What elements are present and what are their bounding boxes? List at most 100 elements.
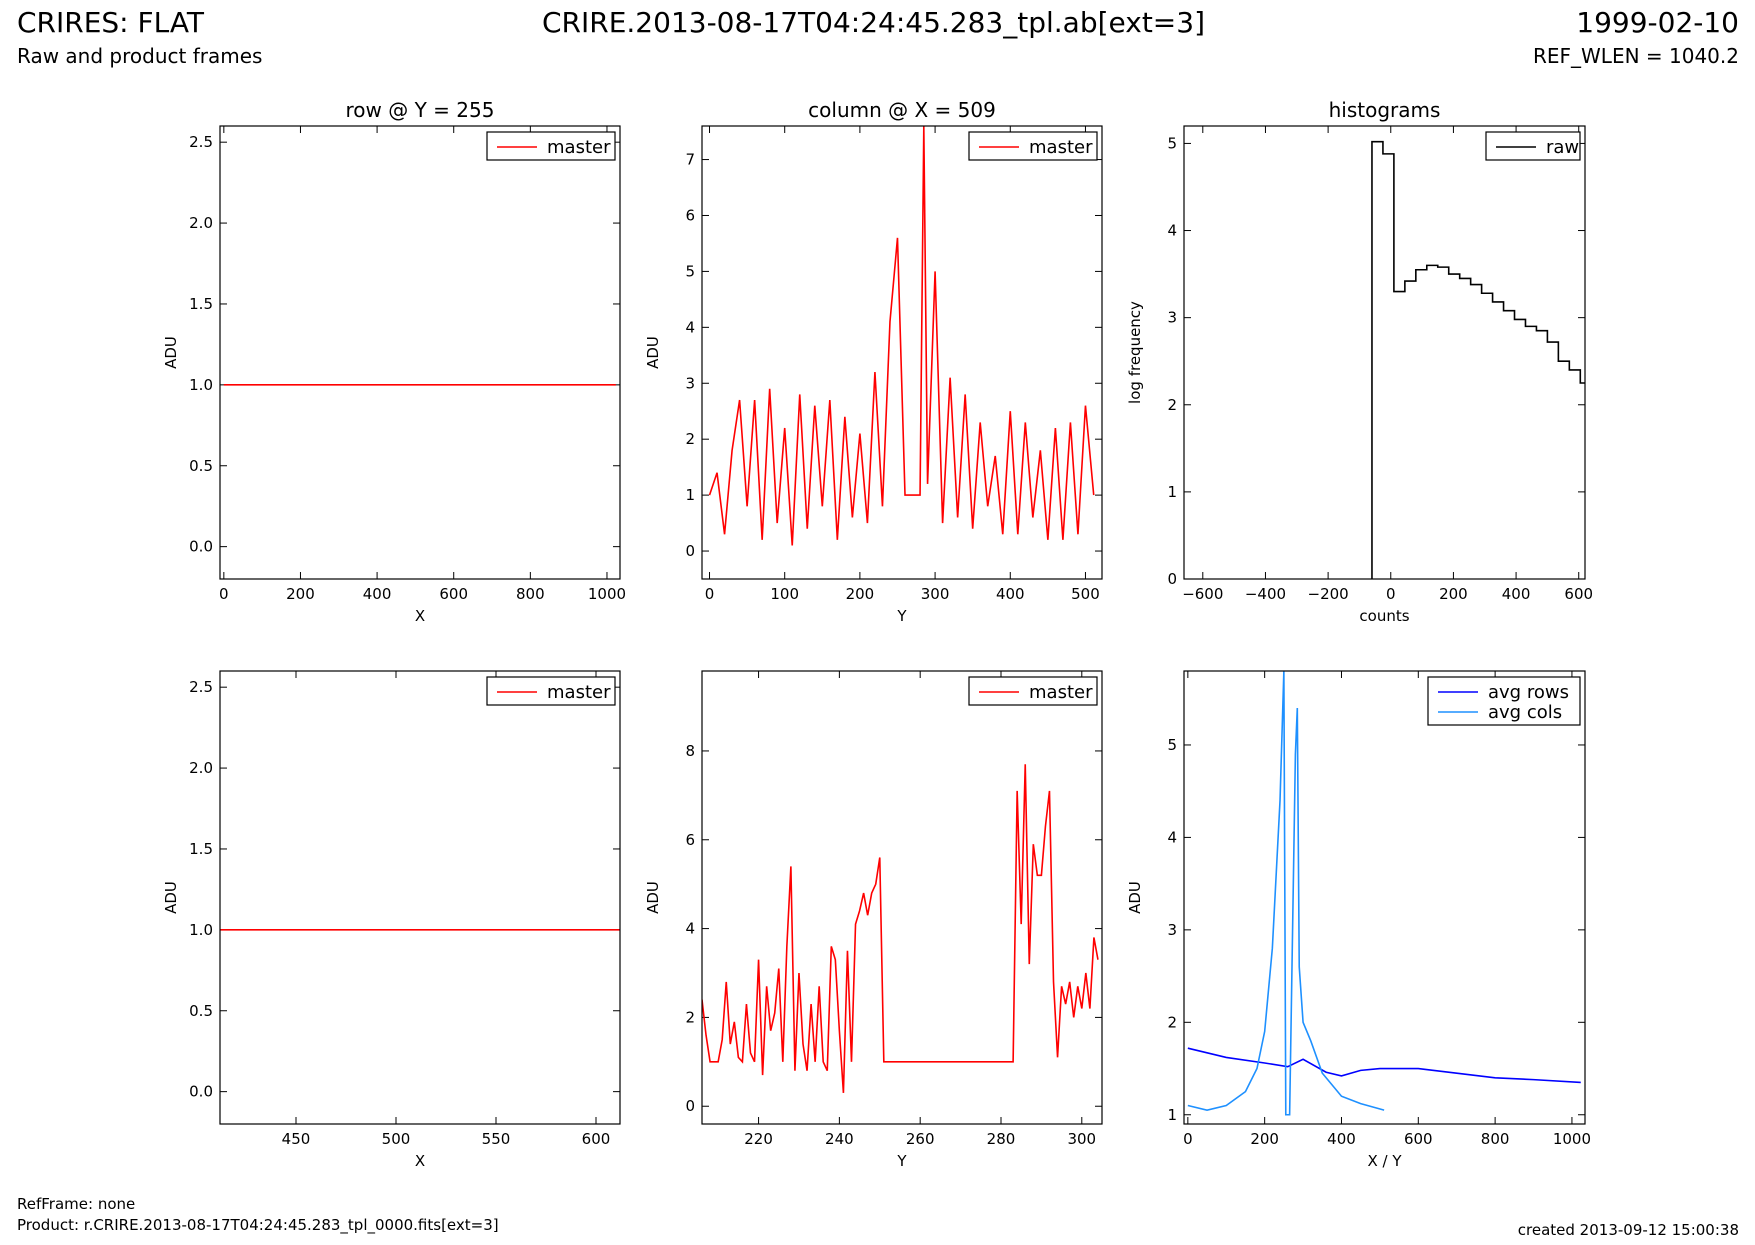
y-axis-label: ADU — [162, 881, 180, 914]
y-tick-label: 4 — [685, 920, 695, 938]
y-tick-label: 2.5 — [189, 133, 213, 151]
legend-box — [1427, 676, 1581, 726]
x-tick-label: 0 — [1386, 585, 1396, 603]
x-tick-label: −600 — [1182, 585, 1223, 603]
date-title: 1999-02-10 — [1576, 6, 1739, 39]
x-tick-label: 1000 — [588, 585, 626, 603]
y-tick-label: 1.5 — [189, 295, 213, 313]
chart-title: column @ X = 509 — [808, 98, 996, 122]
x-tick-label: 0 — [705, 585, 715, 603]
x-tick-label: 200 — [1439, 585, 1468, 603]
x-tick-label: 1000 — [1553, 1130, 1591, 1148]
ref-wlen: REF_WLEN = 1040.2 — [1532, 44, 1739, 68]
y-tick-label: 0 — [685, 542, 695, 560]
x-tick-label: 200 — [1250, 1130, 1279, 1148]
plot-frame — [1183, 125, 1586, 580]
x-tick-label: 600 — [439, 585, 468, 603]
x-tick-label: 500 — [1071, 585, 1100, 603]
x-tick-label: 280 — [987, 1130, 1016, 1148]
x-tick-label: 400 — [363, 585, 392, 603]
x-tick-label: 600 — [1564, 585, 1593, 603]
x-axis-label: Y — [896, 1152, 907, 1170]
chart-panel-6: 0 200 400 600 800 1000 1 2 3 4 5 X / Y ADU avg rowsav… — [1126, 670, 1591, 1170]
y-tick-label: 4 — [685, 318, 695, 336]
x-tick-label: 0 — [219, 585, 229, 603]
y-tick-label: 2.5 — [189, 678, 213, 696]
x-tick-label: 800 — [1481, 1130, 1510, 1148]
legend-box — [1485, 131, 1581, 161]
y-tick-label: 3 — [1167, 921, 1177, 939]
page-title: CRIRES: FLAT — [17, 6, 204, 39]
x-tick-label: 400 — [996, 585, 1025, 603]
page-subtitle: Raw and product frames — [17, 44, 263, 68]
x-tick-label: 300 — [921, 585, 950, 603]
x-tick-label: 550 — [482, 1130, 511, 1148]
y-tick-label: 7 — [685, 151, 695, 169]
series-line-master — [708, 126, 1095, 546]
x-tick-label: 600 — [582, 1130, 611, 1148]
y-tick-label: 2.0 — [189, 759, 213, 777]
y-tick-label: 4 — [1167, 828, 1177, 846]
plot-frame — [219, 670, 621, 1125]
x-axis-label: X — [415, 607, 425, 625]
series-line-avg-cols — [1187, 671, 1385, 1116]
legend-label: raw — [1546, 137, 1579, 158]
created-label: created 2013-09-12 15:00:38 — [1517, 1221, 1739, 1239]
y-tick-label: 1.0 — [189, 921, 213, 939]
x-tick-label: 300 — [1067, 1130, 1096, 1148]
x-tick-label: −200 — [1308, 585, 1349, 603]
x-axis-label: counts — [1359, 607, 1409, 625]
plot-frame — [1183, 670, 1586, 1125]
y-tick-label: 0.5 — [189, 457, 213, 475]
y-axis-label: log frequency — [1126, 301, 1144, 404]
x-tick-label: 450 — [282, 1130, 311, 1148]
y-tick-label: 0.0 — [189, 1083, 213, 1101]
y-axis-label: ADU — [644, 336, 662, 369]
chart-panel-3: −600 −400 −200 0 200 400 600 0 1 2 3 4 5 histograms co… — [1126, 98, 1593, 625]
x-axis-label: X / Y — [1367, 1152, 1402, 1170]
y-tick-label: 2 — [1167, 1013, 1177, 1031]
x-tick-label: −400 — [1245, 585, 1286, 603]
y-tick-label: 0 — [685, 1097, 695, 1115]
y-tick-label: 3 — [1167, 309, 1177, 327]
x-tick-label: 500 — [382, 1130, 411, 1148]
y-tick-label: 1 — [1167, 483, 1177, 501]
y-tick-label: 2 — [685, 430, 695, 448]
series-line-raw — [1371, 140, 1585, 579]
file-title: CRIRE.2013-08-17T04:24:45.283_tpl.ab[ext… — [542, 6, 1206, 39]
chart-panel-1: 0 200 400 600 800 1000 0.0 0.5 1.0 1.5 2.0 2.5 row @… — [162, 98, 626, 625]
y-tick-label: 1 — [1167, 1106, 1177, 1124]
product-label: Product: r.CRIRE.2013-08-17T04:24:45.283… — [17, 1216, 499, 1234]
y-axis-label: ADU — [162, 336, 180, 369]
plot-frame — [701, 125, 1103, 580]
chart-panel-5: 220 240 260 280 300 0 2 4 6 8 Y ADU master — [644, 670, 1103, 1170]
legend-label: master — [547, 682, 611, 703]
x-tick-label: 200 — [846, 585, 875, 603]
x-tick-label: 600 — [1404, 1130, 1433, 1148]
y-tick-label: 3 — [685, 374, 695, 392]
plot-frame — [219, 125, 621, 580]
legend-label: master — [1029, 682, 1093, 703]
y-tick-label: 2 — [685, 1008, 695, 1026]
chart-panel-4: 450 500 550 600 0.0 0.5 1.0 1.5 2.0 2.5 X ADU master — [162, 670, 621, 1170]
x-tick-label: 200 — [286, 585, 315, 603]
y-tick-label: 0 — [1167, 570, 1177, 588]
y-tick-label: 0.0 — [189, 538, 213, 556]
legend-box — [968, 131, 1098, 161]
y-axis-label: ADU — [1126, 881, 1144, 914]
legend-label: avg cols — [1488, 702, 1562, 723]
y-tick-label: 5 — [1167, 736, 1177, 754]
y-tick-label: 4 — [1167, 222, 1177, 240]
y-tick-label: 1 — [685, 486, 695, 504]
chart-panel-2: 0 100 200 300 400 500 0 1 2 3 4 5 6 7 column @ X = 509… — [644, 98, 1103, 625]
x-tick-label: 400 — [1327, 1130, 1356, 1148]
x-axis-label: X — [415, 1152, 425, 1170]
chart-title: row @ Y = 255 — [346, 98, 495, 122]
x-tick-label: 220 — [744, 1130, 773, 1148]
y-tick-label: 1.0 — [189, 376, 213, 394]
y-axis-label: ADU — [644, 881, 662, 914]
x-tick-label: 400 — [1502, 585, 1531, 603]
refframe-label: RefFrame: none — [17, 1195, 136, 1213]
x-tick-label: 0 — [1183, 1130, 1193, 1148]
